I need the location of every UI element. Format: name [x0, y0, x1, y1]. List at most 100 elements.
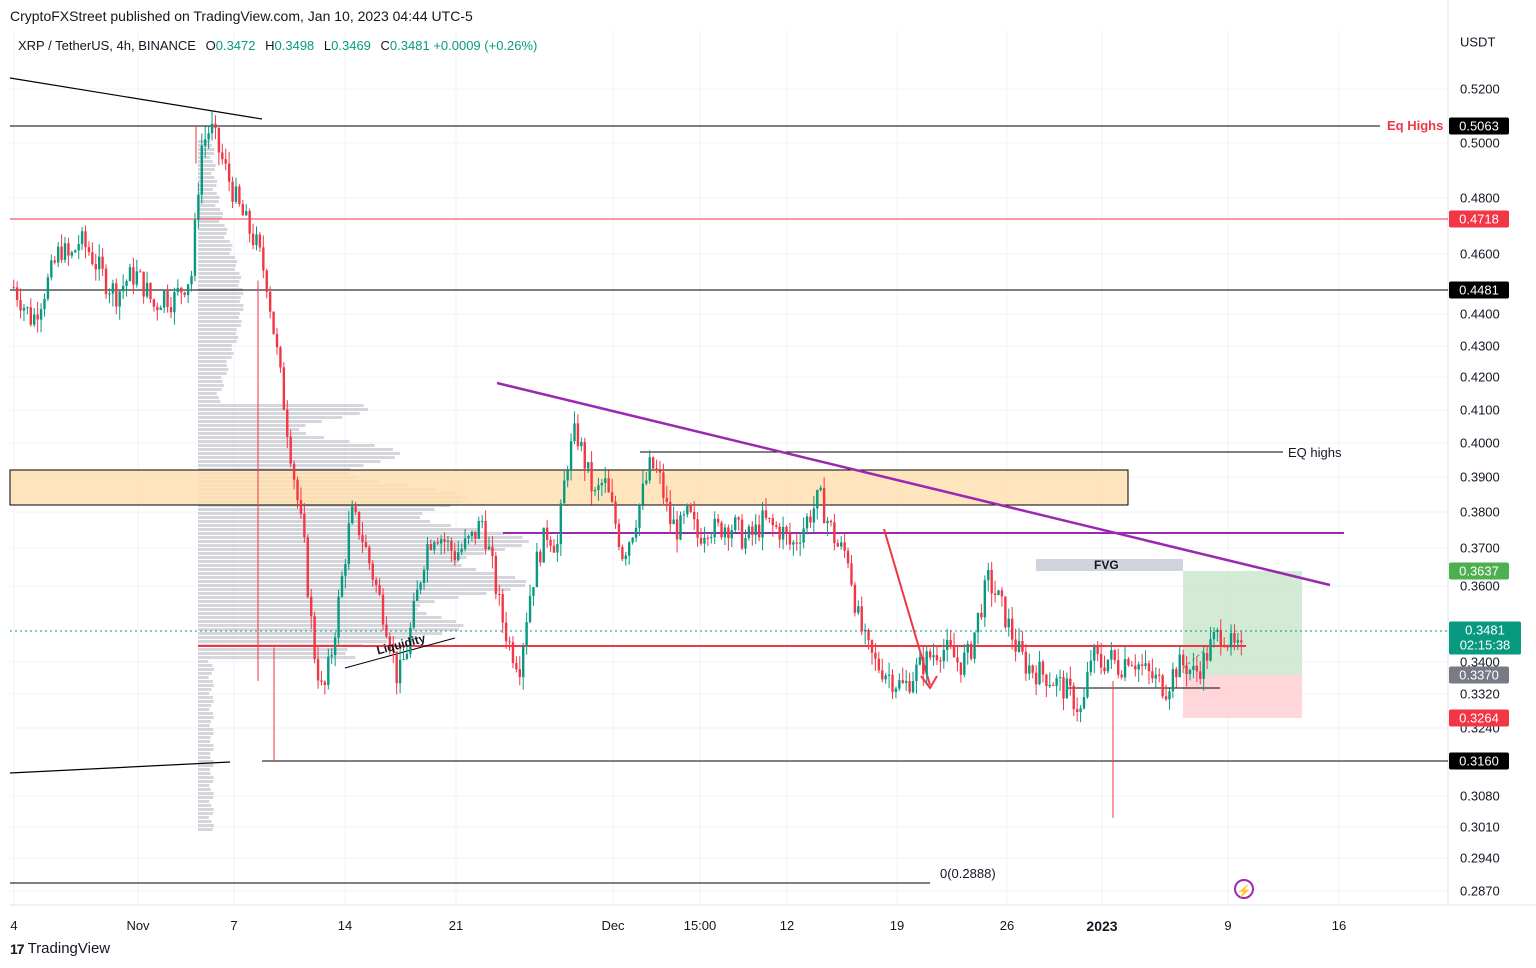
- candle-body: [689, 504, 692, 512]
- candle-body: [67, 243, 70, 256]
- volume-profile-bar: [198, 552, 485, 555]
- candle-body: [997, 590, 1000, 595]
- current-price-value: 0.3481: [1465, 622, 1505, 638]
- eq-highs-top-label: Eq Highs: [1387, 118, 1444, 133]
- candle-body: [1113, 650, 1116, 661]
- candle-body: [357, 511, 361, 536]
- tick-label: 0.3700: [1460, 540, 1500, 556]
- eq-highs-label: EQ highs: [1288, 445, 1342, 460]
- volume-profile-bar: [198, 308, 244, 311]
- candle-body: [1202, 653, 1205, 679]
- candle-body: [149, 282, 152, 300]
- candle-body: [248, 211, 251, 234]
- volume-profile-bar: [198, 652, 346, 655]
- candle-body: [368, 547, 371, 564]
- candle-body: [969, 643, 973, 659]
- volume-profile-bar: [198, 384, 224, 387]
- volume-profile-bar: [198, 444, 375, 447]
- candle-body: [1130, 665, 1134, 667]
- volume-profile-bar: [198, 820, 212, 823]
- candle-body: [1229, 633, 1233, 648]
- time-label: 12: [779, 918, 795, 933]
- volume-profile-bar: [198, 628, 460, 631]
- candle-body: [942, 649, 945, 662]
- supply-zone: [9, 469, 1129, 506]
- candles: [12, 111, 1243, 818]
- candle-body: [699, 537, 703, 544]
- candle-body: [1205, 653, 1209, 661]
- volume-profile-bar: [198, 528, 478, 531]
- volume-profile-bar: [198, 604, 420, 607]
- time-label: Nov: [126, 918, 150, 933]
- candle-body: [501, 594, 504, 623]
- volume-profile-bar: [198, 780, 214, 783]
- candle-body: [255, 234, 258, 246]
- candle-body: [980, 612, 983, 618]
- candle-body: [768, 517, 771, 519]
- volume-profile-bar: [198, 396, 219, 399]
- candle-body: [135, 271, 139, 285]
- candle-body: [586, 462, 590, 469]
- candle-body: [976, 612, 980, 633]
- candle-body: [80, 231, 84, 245]
- candle-body: [922, 657, 925, 675]
- volume-profile-bar: [198, 248, 232, 251]
- volume-profile-bar: [198, 508, 435, 511]
- candle-body: [1024, 651, 1028, 674]
- candle-body: [289, 436, 292, 464]
- candle-body: [532, 587, 535, 596]
- candle-body: [833, 522, 836, 544]
- candle-body: [1181, 654, 1185, 666]
- candle-body: [946, 640, 949, 650]
- volume-profile-bar: [198, 464, 364, 467]
- volume-profile-bar: [198, 760, 214, 763]
- candle-body: [542, 527, 545, 563]
- tick-label: 0.3900: [1460, 469, 1500, 485]
- symbol-legend[interactable]: XRP / TetherUS, 4h, BINANCE O0.3472 H0.3…: [18, 38, 537, 53]
- volume-profile-bar: [198, 668, 214, 671]
- volume-profile-bar: [198, 400, 221, 403]
- candle-body: [713, 518, 716, 538]
- candle-body: [781, 526, 785, 540]
- candle-body: [1031, 665, 1034, 673]
- candle-body: [251, 233, 255, 246]
- candle-body: [822, 487, 826, 524]
- time-label: 21: [448, 918, 464, 933]
- candle-body: [118, 291, 121, 307]
- symbol-name: XRP / TetherUS, 4h, BINANCE: [18, 38, 196, 53]
- candle-body: [169, 307, 173, 313]
- volume-profile-bar: [198, 548, 505, 551]
- volume-profile-bar: [198, 296, 241, 299]
- candle-body: [139, 271, 142, 273]
- candle-body: [805, 516, 809, 529]
- candle-body: [234, 186, 238, 202]
- candle-body: [180, 287, 183, 293]
- volume-profile-bar: [198, 280, 240, 283]
- tick-label: 0.4600: [1460, 246, 1500, 262]
- candle-body: [1233, 633, 1236, 643]
- candle-body: [853, 584, 857, 613]
- candle-body: [734, 517, 737, 531]
- volume-profile-bar: [198, 436, 325, 439]
- candle-body: [1144, 663, 1147, 667]
- volume-profile-bar: [198, 816, 209, 819]
- volume-profile-bar: [198, 268, 235, 271]
- published-header: CryptoFXStreet published on TradingView.…: [10, 8, 473, 24]
- volume-profile-bar: [198, 388, 222, 391]
- volume-profile-bar: [198, 700, 214, 703]
- candle-body: [330, 655, 333, 657]
- volume-profile-bar: [198, 560, 459, 563]
- candle-body: [761, 510, 764, 538]
- candle-body: [39, 309, 43, 320]
- candle-body: [1175, 669, 1178, 678]
- candle-body: [949, 640, 952, 646]
- time-label: 16: [1331, 918, 1347, 933]
- volume-profile-bar: [198, 160, 213, 163]
- volume-profile-bar: [198, 192, 217, 195]
- lightning-icon[interactable]: ⚡: [1234, 879, 1254, 899]
- candle-body: [1158, 674, 1161, 676]
- candle-body: [651, 457, 655, 469]
- volume-profile-bar: [198, 720, 211, 723]
- volume-profile-bar: [198, 272, 240, 275]
